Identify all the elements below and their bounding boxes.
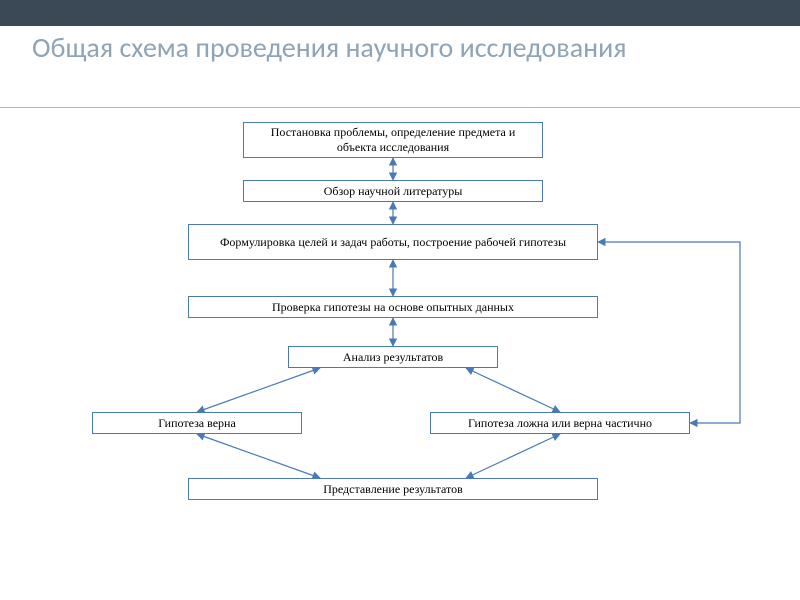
flowchart-node: Анализ результатов <box>288 346 498 368</box>
flowchart-node: Представление результатов <box>188 478 598 500</box>
flowchart-node: Обзор научной литературы <box>243 180 543 202</box>
slide-top-bar <box>0 0 800 26</box>
flowchart-node: Гипотеза ложна или верна частично <box>430 412 690 434</box>
slide-title: Общая схема проведения научного исследов… <box>32 30 768 66</box>
flowchart-node: Проверка гипотезы на основе опытных данн… <box>188 296 598 318</box>
slide-header: Общая схема проведения научного исследов… <box>0 26 800 108</box>
flowchart-diagram: Постановка проблемы, определение предмет… <box>0 108 800 600</box>
flowchart-node: Гипотеза верна <box>92 412 302 434</box>
flowchart-node: Формулировка целей и задач работы, постр… <box>188 224 598 260</box>
flowchart-node: Постановка проблемы, определение предмет… <box>243 122 543 158</box>
